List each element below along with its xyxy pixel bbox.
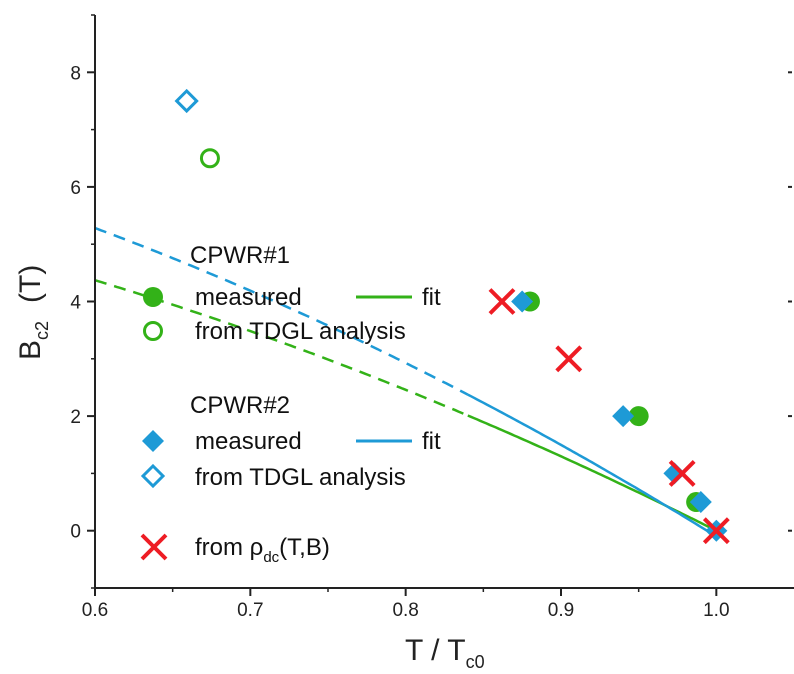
x-tick-label: 0.8 [392, 600, 418, 621]
legend: CPWR#1 measured fit from TDGL analysis C… [140, 242, 441, 566]
legend-label-tdgl-2: from TDGL analysis [195, 464, 406, 491]
data-point-diamond [663, 462, 686, 485]
y-axis-title: Bc2(T) [14, 265, 52, 360]
data-point-x [668, 459, 696, 487]
data-point-diamond-open [174, 88, 199, 114]
data-point-circle [628, 406, 649, 427]
x-tick-label: 1.0 [703, 600, 729, 621]
data-point-diamond [689, 491, 712, 514]
data-point-x [488, 288, 516, 315]
fit-curve-dashed [94, 226, 469, 396]
legend-label-rho: from ρdc(T,B) [195, 534, 330, 566]
legend-label-fit-2: fit [422, 428, 441, 455]
legend-label-tdgl-1: from TDGL analysis [195, 318, 406, 345]
legend-marker-diamond-filled [142, 430, 164, 452]
y-tick-label: 4 [70, 293, 81, 314]
data-point-x [702, 517, 730, 545]
legend-title-cpwr2: CPWR#2 [190, 392, 290, 419]
legend-label-measured-2: measured [195, 428, 302, 455]
data-point-diamond [612, 405, 635, 428]
y-tick-label: 6 [70, 178, 81, 199]
x-axis-title: T / Tc0 [405, 634, 485, 672]
legend-label-measured-1: measured [195, 284, 302, 311]
y-tick-label: 2 [70, 407, 81, 428]
x-tick-label: 0.7 [237, 600, 263, 621]
x-tick-label: 0.9 [548, 600, 574, 621]
fit-curve-solid [467, 393, 708, 532]
data-point-circle-open [199, 148, 220, 169]
legend-title-cpwr1: CPWR#1 [190, 242, 290, 269]
legend-marker-x [140, 533, 168, 561]
legend-marker-circle-filled [143, 287, 163, 307]
x-tick-label: 0.6 [82, 600, 108, 621]
axes [87, 14, 794, 596]
data-points [174, 88, 730, 545]
legend-marker-circle-open [143, 321, 163, 341]
y-tick-label: 0 [70, 522, 81, 543]
y-tick-label: 8 [70, 63, 81, 84]
legend-marker-diamond-open [140, 463, 166, 489]
tick-labels: 0.6 0.7 0.8 0.9 1.0 0 2 4 6 8 [70, 63, 729, 621]
data-point-x [555, 345, 583, 373]
legend-label-fit-1: fit [422, 284, 441, 311]
data-point-diamond [511, 290, 534, 313]
